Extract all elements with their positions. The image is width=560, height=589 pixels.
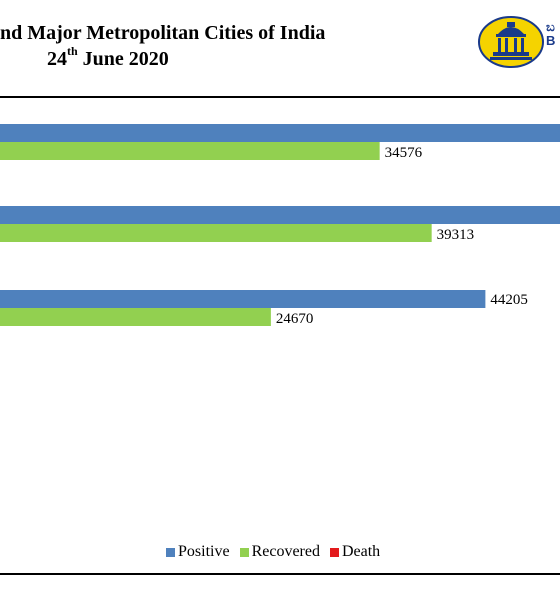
logo-text-line-2: B bbox=[546, 33, 556, 48]
legend-swatch-positive bbox=[166, 547, 175, 557]
title-line-1: nd Major Metropolitan Cities of India bbox=[0, 22, 326, 44]
label-positive-3: 44205 bbox=[490, 292, 528, 308]
legend-item-positive: Positive bbox=[166, 543, 230, 561]
bbmp-logo bbox=[478, 16, 544, 68]
bottom-rule bbox=[0, 573, 560, 575]
bar-positive-2 bbox=[0, 206, 560, 224]
label-recovered-1: 34576 bbox=[385, 145, 423, 161]
legend-swatch-death bbox=[329, 547, 339, 557]
label-recovered-3: 24670 bbox=[276, 311, 314, 327]
title-date-rest: June 2020 bbox=[77, 48, 169, 70]
logo-text-line-1: ಬ bbox=[546, 19, 555, 34]
label-recovered-2: 39313 bbox=[437, 227, 475, 243]
legend-label-recovered: Recovered bbox=[251, 543, 320, 560]
title-line-2: 24th June 2020 bbox=[47, 45, 169, 71]
legend-swatch-recovered bbox=[239, 547, 249, 557]
chart-legend: Positive Recovered Death bbox=[166, 543, 380, 561]
legend-label-positive: Positive bbox=[178, 543, 230, 560]
bar-chart: 34576 39313 44205 24670 bbox=[0, 124, 560, 327]
legend-item-death: Death bbox=[329, 543, 381, 561]
bar-positive-1 bbox=[0, 124, 560, 142]
bar-recovered-2 bbox=[0, 224, 432, 242]
bar-recovered-1 bbox=[0, 142, 380, 160]
legend-label-death: Death bbox=[341, 543, 381, 560]
logo-text: ಬ B bbox=[546, 20, 555, 48]
title-date-day: 24 bbox=[47, 48, 67, 70]
legend-item-recovered: Recovered bbox=[239, 543, 320, 561]
bar-positive-3 bbox=[0, 290, 486, 308]
bar-recovered-3 bbox=[0, 308, 271, 326]
title-date-suffix: th bbox=[67, 44, 78, 59]
top-rule bbox=[0, 96, 560, 98]
